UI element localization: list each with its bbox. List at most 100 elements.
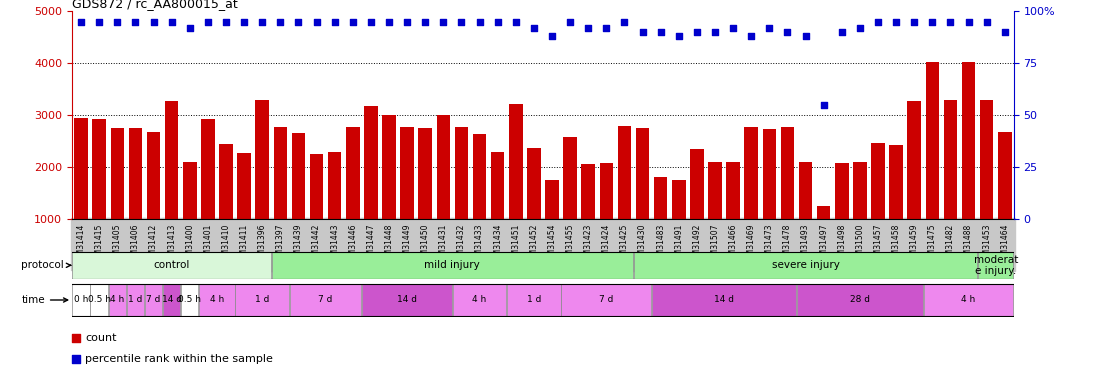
Bar — [91, 284, 107, 316]
Bar — [453, 284, 506, 316]
Point — [326, 19, 343, 25]
Point — [289, 19, 307, 25]
Text: percentile rank within the sample: percentile rank within the sample — [85, 354, 273, 364]
Point — [254, 19, 271, 25]
Bar — [111, 128, 124, 272]
Point — [742, 33, 760, 39]
Bar — [165, 101, 178, 272]
Point — [616, 19, 634, 25]
Bar — [634, 252, 977, 279]
Text: mild injury: mild injury — [424, 260, 480, 270]
Bar — [109, 284, 126, 316]
Point — [343, 19, 361, 25]
Point — [760, 25, 778, 31]
Bar — [962, 62, 975, 272]
Bar — [328, 152, 341, 272]
Bar — [797, 284, 923, 316]
Bar — [129, 128, 142, 272]
Bar — [437, 116, 450, 272]
Text: protocol: protocol — [21, 260, 71, 270]
Point — [797, 33, 814, 39]
Bar — [745, 127, 758, 272]
Bar — [671, 180, 686, 272]
Point — [923, 19, 941, 25]
Text: 4 h: 4 h — [110, 296, 124, 304]
Text: 7 d: 7 d — [146, 296, 161, 304]
Text: 7 d: 7 d — [318, 296, 332, 304]
Point — [597, 25, 615, 31]
Point — [506, 19, 524, 25]
Text: 4 h: 4 h — [472, 296, 486, 304]
Bar — [201, 120, 215, 272]
Point — [652, 29, 669, 35]
Point — [977, 19, 995, 25]
Point — [634, 29, 652, 35]
Point — [181, 25, 198, 31]
Text: 14 d: 14 d — [162, 296, 182, 304]
Text: time: time — [21, 295, 68, 305]
Bar — [72, 252, 270, 279]
Text: 0 h: 0 h — [74, 296, 89, 304]
Bar — [310, 154, 324, 272]
Bar — [998, 132, 1012, 272]
Text: 14 d: 14 d — [714, 296, 733, 304]
Text: 0.5 h: 0.5 h — [88, 296, 111, 304]
Bar — [126, 284, 144, 316]
Point — [525, 25, 543, 31]
Bar — [727, 162, 740, 272]
Text: count: count — [85, 333, 116, 343]
Point — [380, 19, 398, 25]
Point — [579, 25, 597, 31]
Bar — [835, 163, 849, 272]
Bar — [654, 177, 667, 272]
Point — [362, 19, 380, 25]
Point — [308, 19, 326, 25]
Bar — [690, 148, 704, 272]
Bar — [545, 180, 558, 272]
Bar — [781, 127, 794, 272]
Bar — [362, 284, 452, 316]
Point — [452, 19, 470, 25]
Bar — [617, 126, 632, 272]
Bar — [978, 252, 1014, 279]
Bar — [181, 284, 198, 316]
Text: 7 d: 7 d — [599, 296, 614, 304]
Point — [163, 19, 181, 25]
Bar — [563, 136, 577, 272]
Text: 28 d: 28 d — [850, 296, 870, 304]
Point — [199, 19, 217, 25]
Bar — [271, 252, 633, 279]
Bar — [145, 284, 162, 316]
Point — [398, 19, 416, 25]
Point — [66, 335, 84, 341]
Bar — [419, 128, 432, 272]
Bar — [509, 104, 523, 272]
Bar — [163, 284, 181, 316]
Bar — [219, 144, 233, 272]
Point — [145, 19, 163, 25]
Bar — [944, 100, 957, 272]
Point — [960, 19, 977, 25]
Bar — [183, 162, 196, 272]
Bar — [853, 162, 866, 272]
Text: 4 h: 4 h — [209, 296, 224, 304]
Bar — [92, 120, 106, 272]
Point — [814, 102, 832, 108]
Bar — [599, 163, 613, 272]
Bar — [527, 148, 541, 272]
Bar — [146, 132, 161, 272]
Point — [996, 29, 1014, 35]
Text: 1 d: 1 d — [129, 296, 143, 304]
Point — [72, 19, 90, 25]
Text: severe injury: severe injury — [771, 260, 840, 270]
Point — [471, 19, 489, 25]
Bar — [74, 118, 88, 272]
Bar — [291, 133, 305, 272]
Bar — [382, 116, 396, 272]
Bar — [871, 143, 885, 272]
Point — [779, 29, 797, 35]
Point — [417, 19, 434, 25]
Text: 4 h: 4 h — [962, 296, 976, 304]
Bar — [708, 162, 721, 272]
Point — [670, 33, 688, 39]
